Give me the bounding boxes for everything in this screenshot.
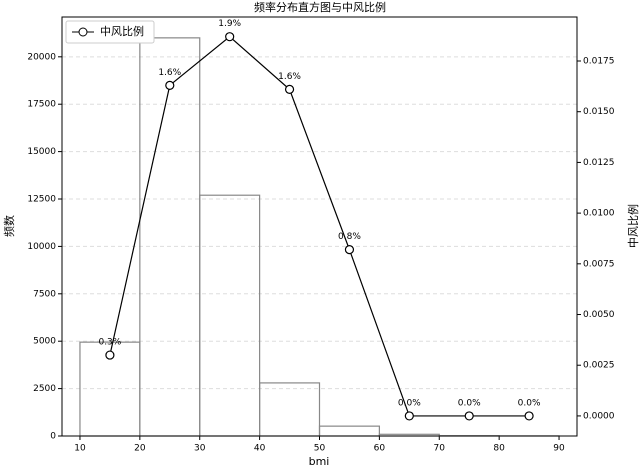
x-tick-label: 60 <box>374 444 386 454</box>
y-axis-label: 频数 <box>2 215 16 237</box>
value-label: 0.0% <box>458 398 481 408</box>
y-tick-label: 20000 <box>27 52 56 62</box>
marker <box>165 80 175 90</box>
legend-box <box>65 20 155 44</box>
legend-marker <box>78 27 88 37</box>
value-label: 0.3% <box>98 338 121 348</box>
y-tick-label: 12500 <box>27 195 56 205</box>
y-tick-label: 0 <box>50 432 56 442</box>
chart-title: 频率分布直方图与中风比例 <box>254 0 386 14</box>
x-axis-label: bmi <box>309 455 330 468</box>
y2-tick-label: 0.0100 <box>583 209 615 219</box>
value-label: 0.8% <box>338 232 361 242</box>
bar <box>318 425 380 437</box>
marker <box>344 245 355 255</box>
marker <box>225 32 235 42</box>
y-tick-label: 2500 <box>33 384 56 394</box>
marker <box>464 411 474 421</box>
x-tick-label: 90 <box>553 444 565 454</box>
y-tick-label: 15000 <box>27 147 56 157</box>
y2-tick-label: 0.0050 <box>583 310 615 320</box>
bar <box>139 37 201 437</box>
marker <box>524 411 534 421</box>
value-label: 0.0% <box>518 398 541 408</box>
line <box>109 35 530 417</box>
y-tick-label: 10000 <box>27 242 56 252</box>
x-tick-label: 10 <box>74 444 86 454</box>
plot-frame <box>61 16 578 437</box>
x-tick-label: 50 <box>314 444 326 454</box>
marker <box>105 350 115 360</box>
y-tick-label: 7500 <box>33 289 56 299</box>
x-tick-label: 20 <box>134 444 146 454</box>
y2-tick-label: 0.0000 <box>583 411 615 421</box>
marker <box>404 411 414 421</box>
x-tick-label: 40 <box>254 444 266 454</box>
y2-tick-label: 0.0025 <box>583 361 615 371</box>
value-label: 1.6% <box>158 68 181 78</box>
y2-tick-label: 0.0075 <box>583 259 615 269</box>
value-label: 1.9% <box>218 19 241 29</box>
y2-tick-label: 0.0125 <box>583 158 615 168</box>
y2-tick-label: 0.0175 <box>583 57 615 67</box>
bar <box>259 382 321 437</box>
x-tick-label: 80 <box>493 444 505 454</box>
legend-label: 中风比例 <box>100 24 144 38</box>
x-tick-label: 30 <box>194 444 206 454</box>
marker <box>284 84 295 95</box>
value-label: 0.0% <box>398 398 421 408</box>
y-tick-label: 5000 <box>33 337 56 347</box>
value-label: 1.6% <box>278 72 301 82</box>
bar <box>199 194 261 437</box>
x-tick-label: 70 <box>434 444 446 454</box>
y-tick-label: 17500 <box>27 100 56 110</box>
y2-tick-label: 0.0150 <box>583 107 615 117</box>
y2-axis-label: 中风比例 <box>626 204 640 248</box>
